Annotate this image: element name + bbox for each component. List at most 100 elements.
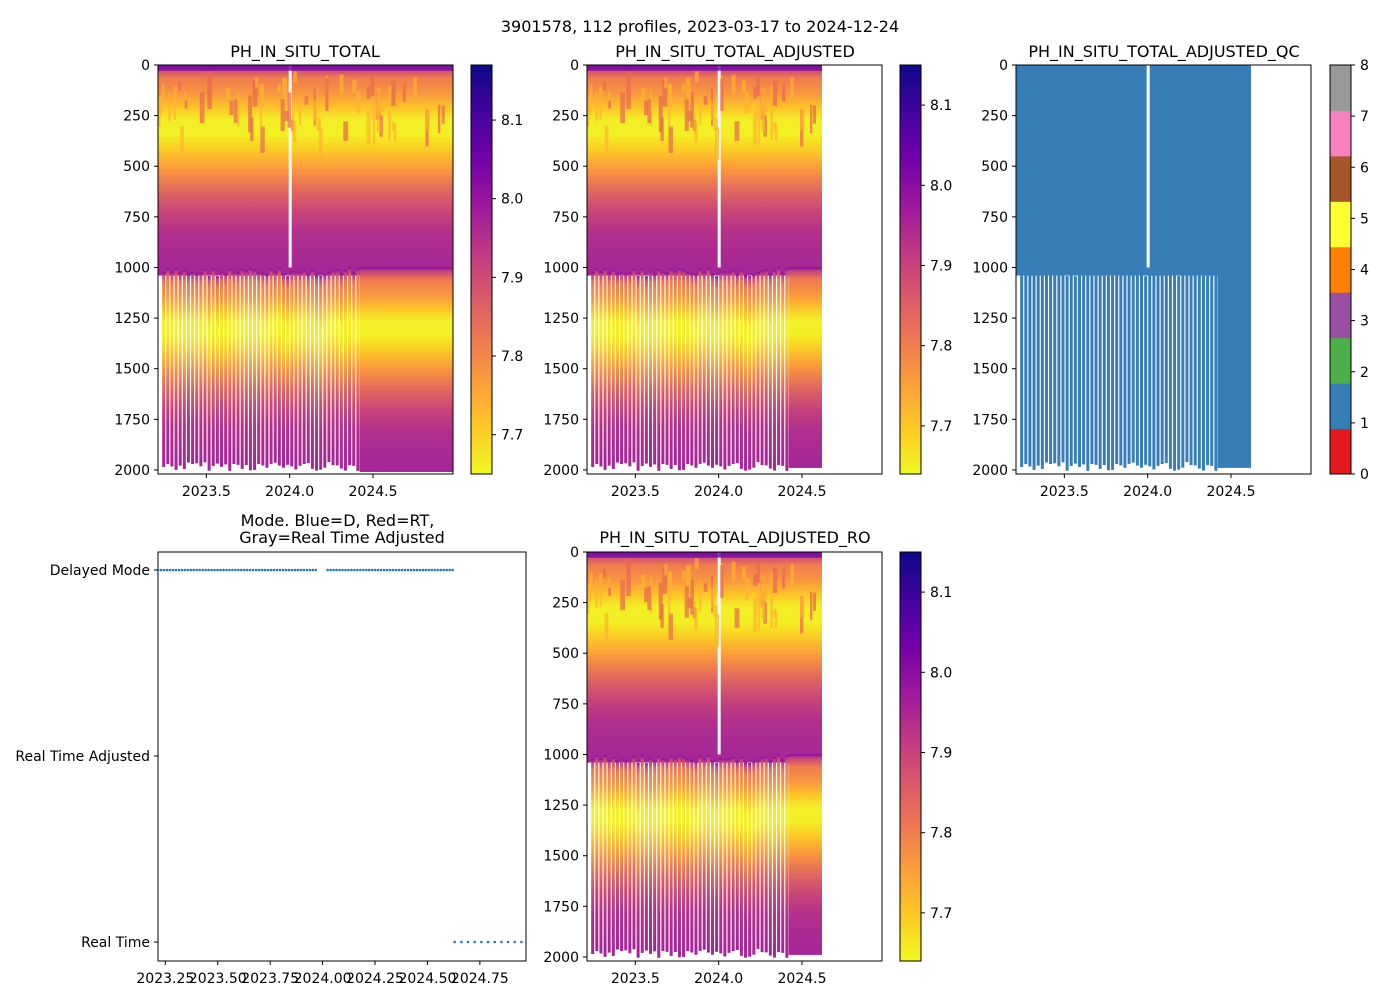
y-tick-label: 2000 [543, 950, 579, 966]
mode-point [365, 568, 368, 572]
profile-bar [1164, 274, 1168, 464]
variability-streak [763, 103, 769, 112]
variability-streak [173, 97, 176, 120]
mode-point [189, 568, 193, 572]
profile-bar [739, 756, 743, 956]
y-tick-label: 500 [981, 159, 1008, 175]
profile-bar [644, 763, 648, 951]
mode-point [353, 568, 356, 572]
colorbar-band [1330, 65, 1351, 111]
variability-streak [587, 96, 592, 115]
variability-streak [799, 597, 805, 618]
mode-point [350, 568, 353, 572]
mode-point [442, 568, 445, 572]
profile-bar [1119, 272, 1123, 466]
variability-streak [641, 574, 646, 587]
mode-point [433, 568, 437, 572]
x-tick-label: 2024.5 [1207, 484, 1256, 500]
profile-bar [315, 275, 319, 471]
profile-bar [253, 269, 257, 470]
profile-bar [1156, 271, 1160, 466]
mode-point [225, 568, 228, 572]
mode-point [341, 568, 344, 572]
profile-bar [1144, 276, 1148, 465]
variability-streak [809, 591, 813, 621]
variability-streak [199, 92, 205, 124]
mode-point [427, 568, 431, 572]
variability-streak [607, 91, 611, 104]
mode-point [329, 568, 332, 572]
ph-colorbar: 7.7 7.8 7.9 8.0 8.1 [470, 64, 523, 475]
profile-bar [719, 271, 723, 467]
profile-bar [211, 268, 215, 466]
y-tick-label: 1000 [972, 260, 1008, 276]
profile-bar [1053, 273, 1057, 464]
profile-bar [624, 760, 628, 951]
profile-bar [348, 267, 352, 466]
profile-bar [772, 756, 776, 958]
colorbar-gradient [471, 65, 492, 474]
profile-bar [624, 273, 628, 464]
ph-adjusted-heatmap [587, 65, 822, 471]
profile-bar [244, 270, 248, 466]
mode-point [183, 568, 187, 572]
variability-streak [173, 86, 177, 97]
y-tick-label: 250 [123, 109, 150, 125]
variability-streak [587, 106, 590, 127]
mode-point [201, 568, 204, 572]
profile-bar [669, 755, 673, 956]
profile-bar [657, 269, 661, 471]
mode-point [493, 940, 497, 944]
variability-streak [790, 77, 794, 98]
variability-streak [734, 608, 740, 628]
variability-streak [668, 106, 671, 129]
variability-streak [280, 99, 285, 131]
profile-bar [1214, 268, 1218, 471]
variability-streak [756, 561, 760, 584]
colorbar-tick-label: 7.7 [930, 419, 952, 435]
profile-bar [599, 271, 603, 467]
variability-streak [437, 104, 441, 134]
profile-bar [719, 758, 723, 954]
y-tick-label: 2000 [972, 463, 1008, 479]
profile-bar [331, 270, 335, 466]
colorbar-tick-label: 4 [1360, 263, 1369, 279]
ph-adjusted-axes-frame [586, 64, 883, 475]
mode-point [240, 568, 243, 572]
variability-streak [641, 87, 646, 100]
profile-bar [698, 268, 702, 464]
panel-ph-adjusted: PH_IN_SITU_TOTAL_ADJUSTED 0 250 500 750 1000… [543, 42, 952, 500]
variability-streak [158, 106, 161, 127]
profile-bar [727, 758, 731, 953]
profile-bar [611, 270, 615, 469]
y-tick-label: 2000 [543, 463, 579, 479]
profile-bar [615, 273, 619, 463]
mode-point [162, 568, 166, 572]
variability-streak [812, 105, 816, 124]
x-tick-label: 2024.0 [265, 484, 314, 500]
variability-streak [366, 110, 371, 145]
variability-streak [313, 100, 318, 121]
x-tick-label: 2024.75 [451, 971, 509, 987]
mode-point [391, 568, 395, 572]
mode-point [219, 568, 222, 572]
colorbar-tick-label: 6 [1360, 160, 1369, 176]
profile-bar [694, 274, 698, 468]
mode-point [385, 568, 389, 572]
data-gap [288, 65, 292, 268]
variability-streak [713, 118, 718, 131]
y-category-label: Real Time Adjusted [15, 749, 150, 765]
profile-bar [690, 272, 694, 466]
profile-bar [764, 756, 768, 953]
profile-bar [1148, 271, 1152, 467]
colorbar-tick-label: 8.0 [501, 192, 523, 208]
colorbar-tick-label: 3 [1360, 314, 1369, 330]
x-tick-label: 2024.5 [778, 971, 827, 987]
profile-bar [1032, 268, 1036, 470]
y-tick-label: 250 [552, 596, 579, 612]
mode-point [448, 568, 451, 572]
variability-streak [770, 572, 775, 594]
profile-bar [215, 276, 219, 464]
profile-bar [739, 269, 743, 469]
variability-streak [687, 597, 693, 609]
